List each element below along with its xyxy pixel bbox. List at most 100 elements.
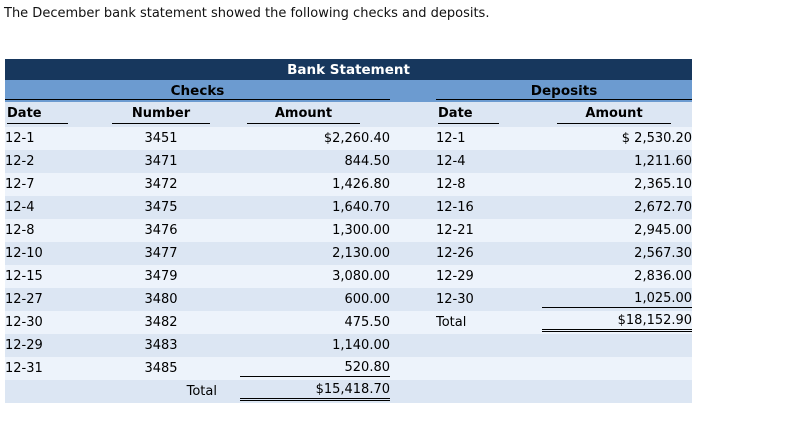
deposit-date-cell: 12-29 — [436, 265, 536, 288]
table-row: 12-7 3472 1,426.80 12-8 2,365.10 — [5, 173, 693, 196]
deposit-amount-value: 2,672.70 — [634, 200, 693, 215]
deposit-date-cell: 12-16 — [436, 196, 536, 219]
check-amount-cell: $2,260.40 — [217, 127, 390, 150]
check-date-cell: 12-31 — [5, 357, 105, 380]
check-number-cell: 3476 — [105, 219, 217, 242]
check-number-cell: 3477 — [105, 242, 217, 265]
table-row: 12-29 3483 1,140.00 — [5, 334, 693, 357]
check-date-cell: 12-7 — [5, 173, 105, 196]
check-number-cell: 3485 — [105, 357, 217, 380]
deposit-date-cell: 12-30 — [436, 288, 536, 311]
deposit-amount-value: 2,945.00 — [634, 223, 693, 238]
deposits-date-column-header: Date — [436, 102, 536, 127]
checks-amount-column-header: Amount — [217, 102, 390, 127]
deposit-amount-value: 1,211.60 — [634, 154, 693, 169]
deposit-amount-value: 2,567.30 — [634, 246, 693, 261]
deposit-amount-value: $ 2,530.20 — [621, 131, 693, 146]
checks-number-column-header: Number — [105, 102, 217, 127]
problem-statement-text: The December bank statement showed the f… — [4, 6, 490, 21]
deposit-date-cell: 12-26 — [436, 242, 536, 265]
deposit-amount-cell — [536, 334, 693, 357]
check-amount-cell: 3,080.00 — [217, 265, 390, 288]
check-number-cell: 3482 — [105, 311, 217, 334]
table-row: 12-1 3451 $2,260.40 12-1 $ 2,530.20 — [5, 127, 693, 150]
check-amount-cell: 2,130.00 — [217, 242, 390, 265]
table-row: Total $15,418.70 — [5, 380, 693, 403]
check-amount-value: 475.50 — [344, 315, 391, 330]
check-number-cell: 3472 — [105, 173, 217, 196]
deposit-amount-cell — [536, 357, 693, 380]
deposit-amount-value: 2,365.10 — [634, 177, 693, 192]
check-amount-value: 520.80 — [240, 360, 390, 377]
check-number-cell: 3483 — [105, 334, 217, 357]
deposits-date-label: Date — [438, 106, 499, 124]
gap-cell — [390, 265, 436, 288]
check-date-cell: 12-10 — [5, 242, 105, 265]
deposit-date-cell: 12-4 — [436, 150, 536, 173]
table-row: 12-10 3477 2,130.00 12-26 2,567.30 — [5, 242, 693, 265]
gap-cell — [390, 288, 436, 311]
section-gap-cell — [390, 80, 436, 102]
check-amount-cell: 1,640.70 — [217, 196, 390, 219]
check-number-cell: 3480 — [105, 288, 217, 311]
checks-total-label: Total — [105, 380, 217, 403]
deposit-amount-cell: 2,836.00 — [536, 265, 693, 288]
deposits-total-amount-value: $18,152.90 — [542, 313, 693, 332]
deposit-amount-cell: 2,945.00 — [536, 219, 693, 242]
check-amount-value: 1,640.70 — [332, 200, 390, 215]
bank-statement-table: Bank Statement Checks Deposits Date Numb… — [5, 59, 693, 403]
checks-date-column-header: Date — [5, 102, 105, 127]
gap-cell — [390, 196, 436, 219]
deposit-date-cell — [436, 334, 536, 357]
table-row: 12-2 3471 844.50 12-4 1,211.60 — [5, 150, 693, 173]
deposit-date-cell — [436, 380, 536, 403]
deposit-date-cell: 12-8 — [436, 173, 536, 196]
check-number-cell: 3451 — [105, 127, 217, 150]
check-date-cell: 12-8 — [5, 219, 105, 242]
gap-cell — [390, 311, 436, 334]
check-date-cell — [5, 380, 105, 403]
table-row: 12-30 3482 475.50 Total $18,152.90 — [5, 311, 693, 334]
check-amount-value: 1,140.00 — [332, 338, 390, 353]
gap-cell — [390, 127, 436, 150]
check-amount-cell: 475.50 — [217, 311, 390, 334]
deposits-total-amount-cell: $18,152.90 — [536, 311, 693, 334]
deposit-date-cell: 12-1 — [436, 127, 536, 150]
check-amount-cell: 1,140.00 — [217, 334, 390, 357]
check-amount-cell: 520.80 — [217, 357, 390, 380]
checks-number-label: Number — [111, 106, 211, 124]
check-amount-value: 1,300.00 — [332, 223, 390, 238]
deposit-date-cell — [436, 357, 536, 380]
check-amount-value: 1,426.80 — [332, 177, 390, 192]
check-date-cell: 12-27 — [5, 288, 105, 311]
deposits-section-header: Deposits — [436, 80, 693, 102]
check-date-cell: 12-1 — [5, 127, 105, 150]
gap-cell — [390, 334, 436, 357]
check-amount-value: $2,260.40 — [323, 131, 390, 146]
checks-date-label: Date — [7, 106, 68, 124]
check-date-cell: 12-30 — [5, 311, 105, 334]
gap-cell — [390, 242, 436, 265]
gap-cell — [390, 380, 436, 403]
checks-amount-label: Amount — [246, 106, 361, 124]
check-amount-value: 600.00 — [344, 292, 391, 307]
check-amount-cell: 600.00 — [217, 288, 390, 311]
deposits-amount-label: Amount — [557, 106, 671, 124]
deposit-amount-cell: 1,025.00 — [536, 288, 693, 311]
check-date-cell: 12-29 — [5, 334, 105, 357]
deposit-amount-value: 1,025.00 — [542, 291, 693, 308]
gap-cell — [390, 102, 436, 127]
table-row: 12-8 3476 1,300.00 12-21 2,945.00 — [5, 219, 693, 242]
deposit-amount-cell: 2,365.10 — [536, 173, 693, 196]
check-amount-cell: 1,300.00 — [217, 219, 390, 242]
deposits-total-label: Total — [436, 311, 536, 334]
deposit-amount-cell: 2,567.30 — [536, 242, 693, 265]
deposit-amount-cell: $ 2,530.20 — [536, 127, 693, 150]
check-number-cell: 3475 — [105, 196, 217, 219]
deposit-amount-cell: 2,672.70 — [536, 196, 693, 219]
check-date-cell: 12-2 — [5, 150, 105, 173]
gap-cell — [390, 150, 436, 173]
table-row: 12-31 3485 520.80 — [5, 357, 693, 380]
check-number-cell: 3471 — [105, 150, 217, 173]
